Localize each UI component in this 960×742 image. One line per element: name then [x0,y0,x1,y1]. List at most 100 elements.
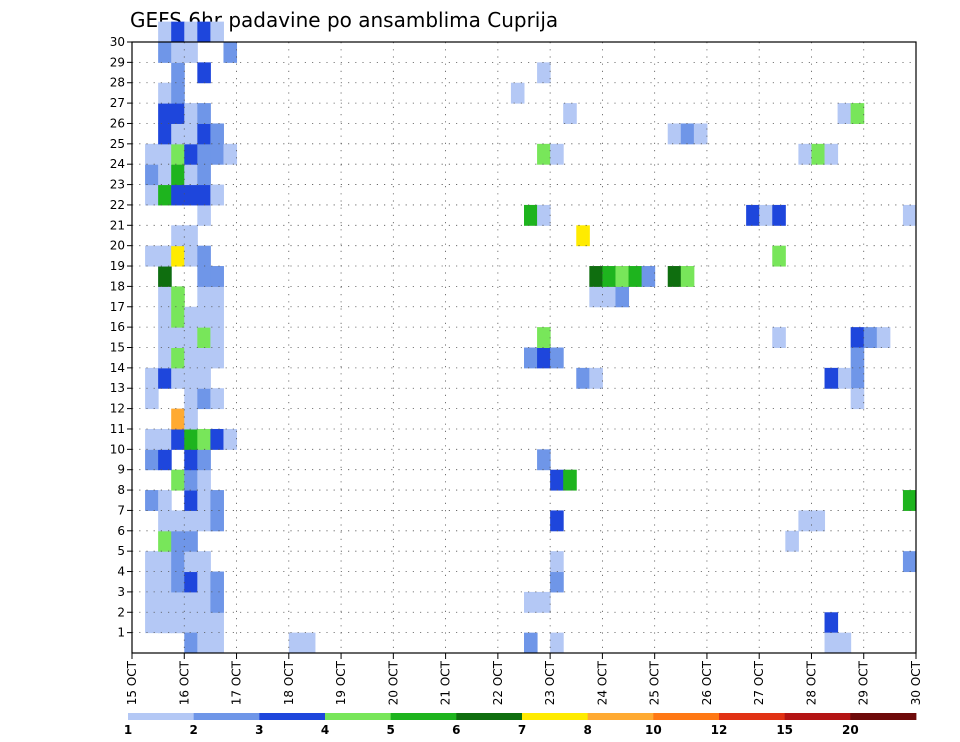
heatmap-cell [171,571,185,593]
heatmap-cell [550,469,564,491]
heatmap-cell [837,103,852,124]
heatmap-cell [772,204,786,226]
heatmap-cell [171,530,185,552]
heatmap-cell [550,632,564,654]
heatmap-cell [863,327,878,348]
heatmap-cell [210,632,224,654]
heatmap-cell [158,245,172,267]
heatmap-cell [223,428,238,450]
y-tick-label: 23 [110,178,125,192]
heatmap-cell [158,449,172,471]
heatmap-cell [824,367,839,389]
x-tick-label: 22 OCT [491,660,505,705]
heatmap-cell [850,367,865,389]
heatmap-cell [693,123,708,145]
y-tick-label: 4 [117,565,125,579]
colorbar-legend: 1 2 3 4 5 6 7 8 10 12 15 20 [124,713,917,737]
legend-label: 2 [189,723,197,737]
y-tick-label: 29 [110,55,125,69]
heatmap-cell [550,143,564,165]
legend-swatch [653,713,720,720]
heatmap-cell [210,612,224,634]
heatmap-cell [589,367,603,389]
heatmap-cell [158,347,172,369]
heatmap-cell [158,286,172,308]
heatmap-cell [197,245,211,267]
y-tick-label: 11 [110,422,125,436]
heatmap-cell [824,143,839,165]
heatmap-cell [301,632,316,654]
heatmap-cell [210,571,224,593]
heatmap-cell [171,428,185,450]
heatmap-cell [210,388,224,410]
heatmap-cell [902,204,917,226]
heatmap-cell [197,21,211,43]
heatmap-cell [158,530,172,552]
heatmap-cell [576,367,590,389]
y-tick-label: 3 [117,585,125,599]
x-axis: 15 OCT 16 OCT 17 OCT 18 OCT 19 OCT 20 OCT 21 O… [125,653,923,705]
heatmap-cell [184,510,198,532]
legend-swatch [390,713,457,720]
legend-label: 6 [452,723,460,737]
heatmap-cell [197,123,211,145]
heatmap-cell [171,591,185,613]
heatmap-cell [171,469,185,491]
heatmap-cell [158,123,172,145]
heatmap-cell [145,184,159,206]
heatmap-cell [158,164,172,186]
heatmap-cell [184,612,198,634]
heatmap-cell [171,143,185,165]
heatmap-cell [550,571,564,593]
legend-swatch [193,713,260,720]
heatmap-cell [171,245,185,267]
heatmap-cell [524,204,538,226]
heatmap-cell [158,490,172,511]
heatmap-cell [145,245,159,267]
y-tick-label: 30 [110,35,125,49]
heatmap-cell [197,510,211,532]
heatmap-cell [197,367,211,389]
y-tick-label: 21 [110,218,125,232]
heatmap-cell [171,103,185,124]
heatmap-cell [184,306,198,328]
heatmap-cell [197,286,211,308]
legend-label: 3 [255,723,263,737]
heatmap-cell [145,612,159,634]
heatmap-cell [210,490,224,511]
y-tick-label: 9 [117,463,125,477]
heatmap-cell [145,428,159,450]
y-tick-label: 17 [110,300,125,314]
heatmap-cell [210,21,224,43]
heatmap-cell [171,42,185,63]
heatmap-cell [524,632,538,654]
heatmap-cell [184,367,198,389]
heatmap-cell [171,408,185,430]
legend-label: 4 [321,723,329,737]
heatmap-cell [184,21,198,43]
heatmap-cell [197,204,211,226]
heatmap-cell [184,164,198,186]
heatmap-cell [210,266,224,287]
heatmap-cell [537,591,551,613]
heatmap-cell [184,327,198,348]
heatmap-cell [811,143,826,165]
heatmap-cell [197,612,211,634]
x-tick-label: 28 OCT [804,660,818,705]
heatmap-cell [158,82,172,104]
heatmap-cell [171,612,185,634]
heatmap-cell [210,184,224,206]
heatmap-cell [837,367,852,389]
heatmap-cell [184,530,198,552]
heatmap-cell [510,82,525,104]
y-tick-label: 12 [110,402,125,416]
heatmap-cell [197,388,211,410]
x-tick-label: 15 OCT [125,660,139,705]
y-tick-label: 1 [117,626,125,640]
heatmap-cell [197,327,211,348]
heatmap-cell [197,62,211,84]
legend-label: 7 [518,723,526,737]
heatmap-cell [680,266,695,287]
heatmap-cell [145,551,159,573]
